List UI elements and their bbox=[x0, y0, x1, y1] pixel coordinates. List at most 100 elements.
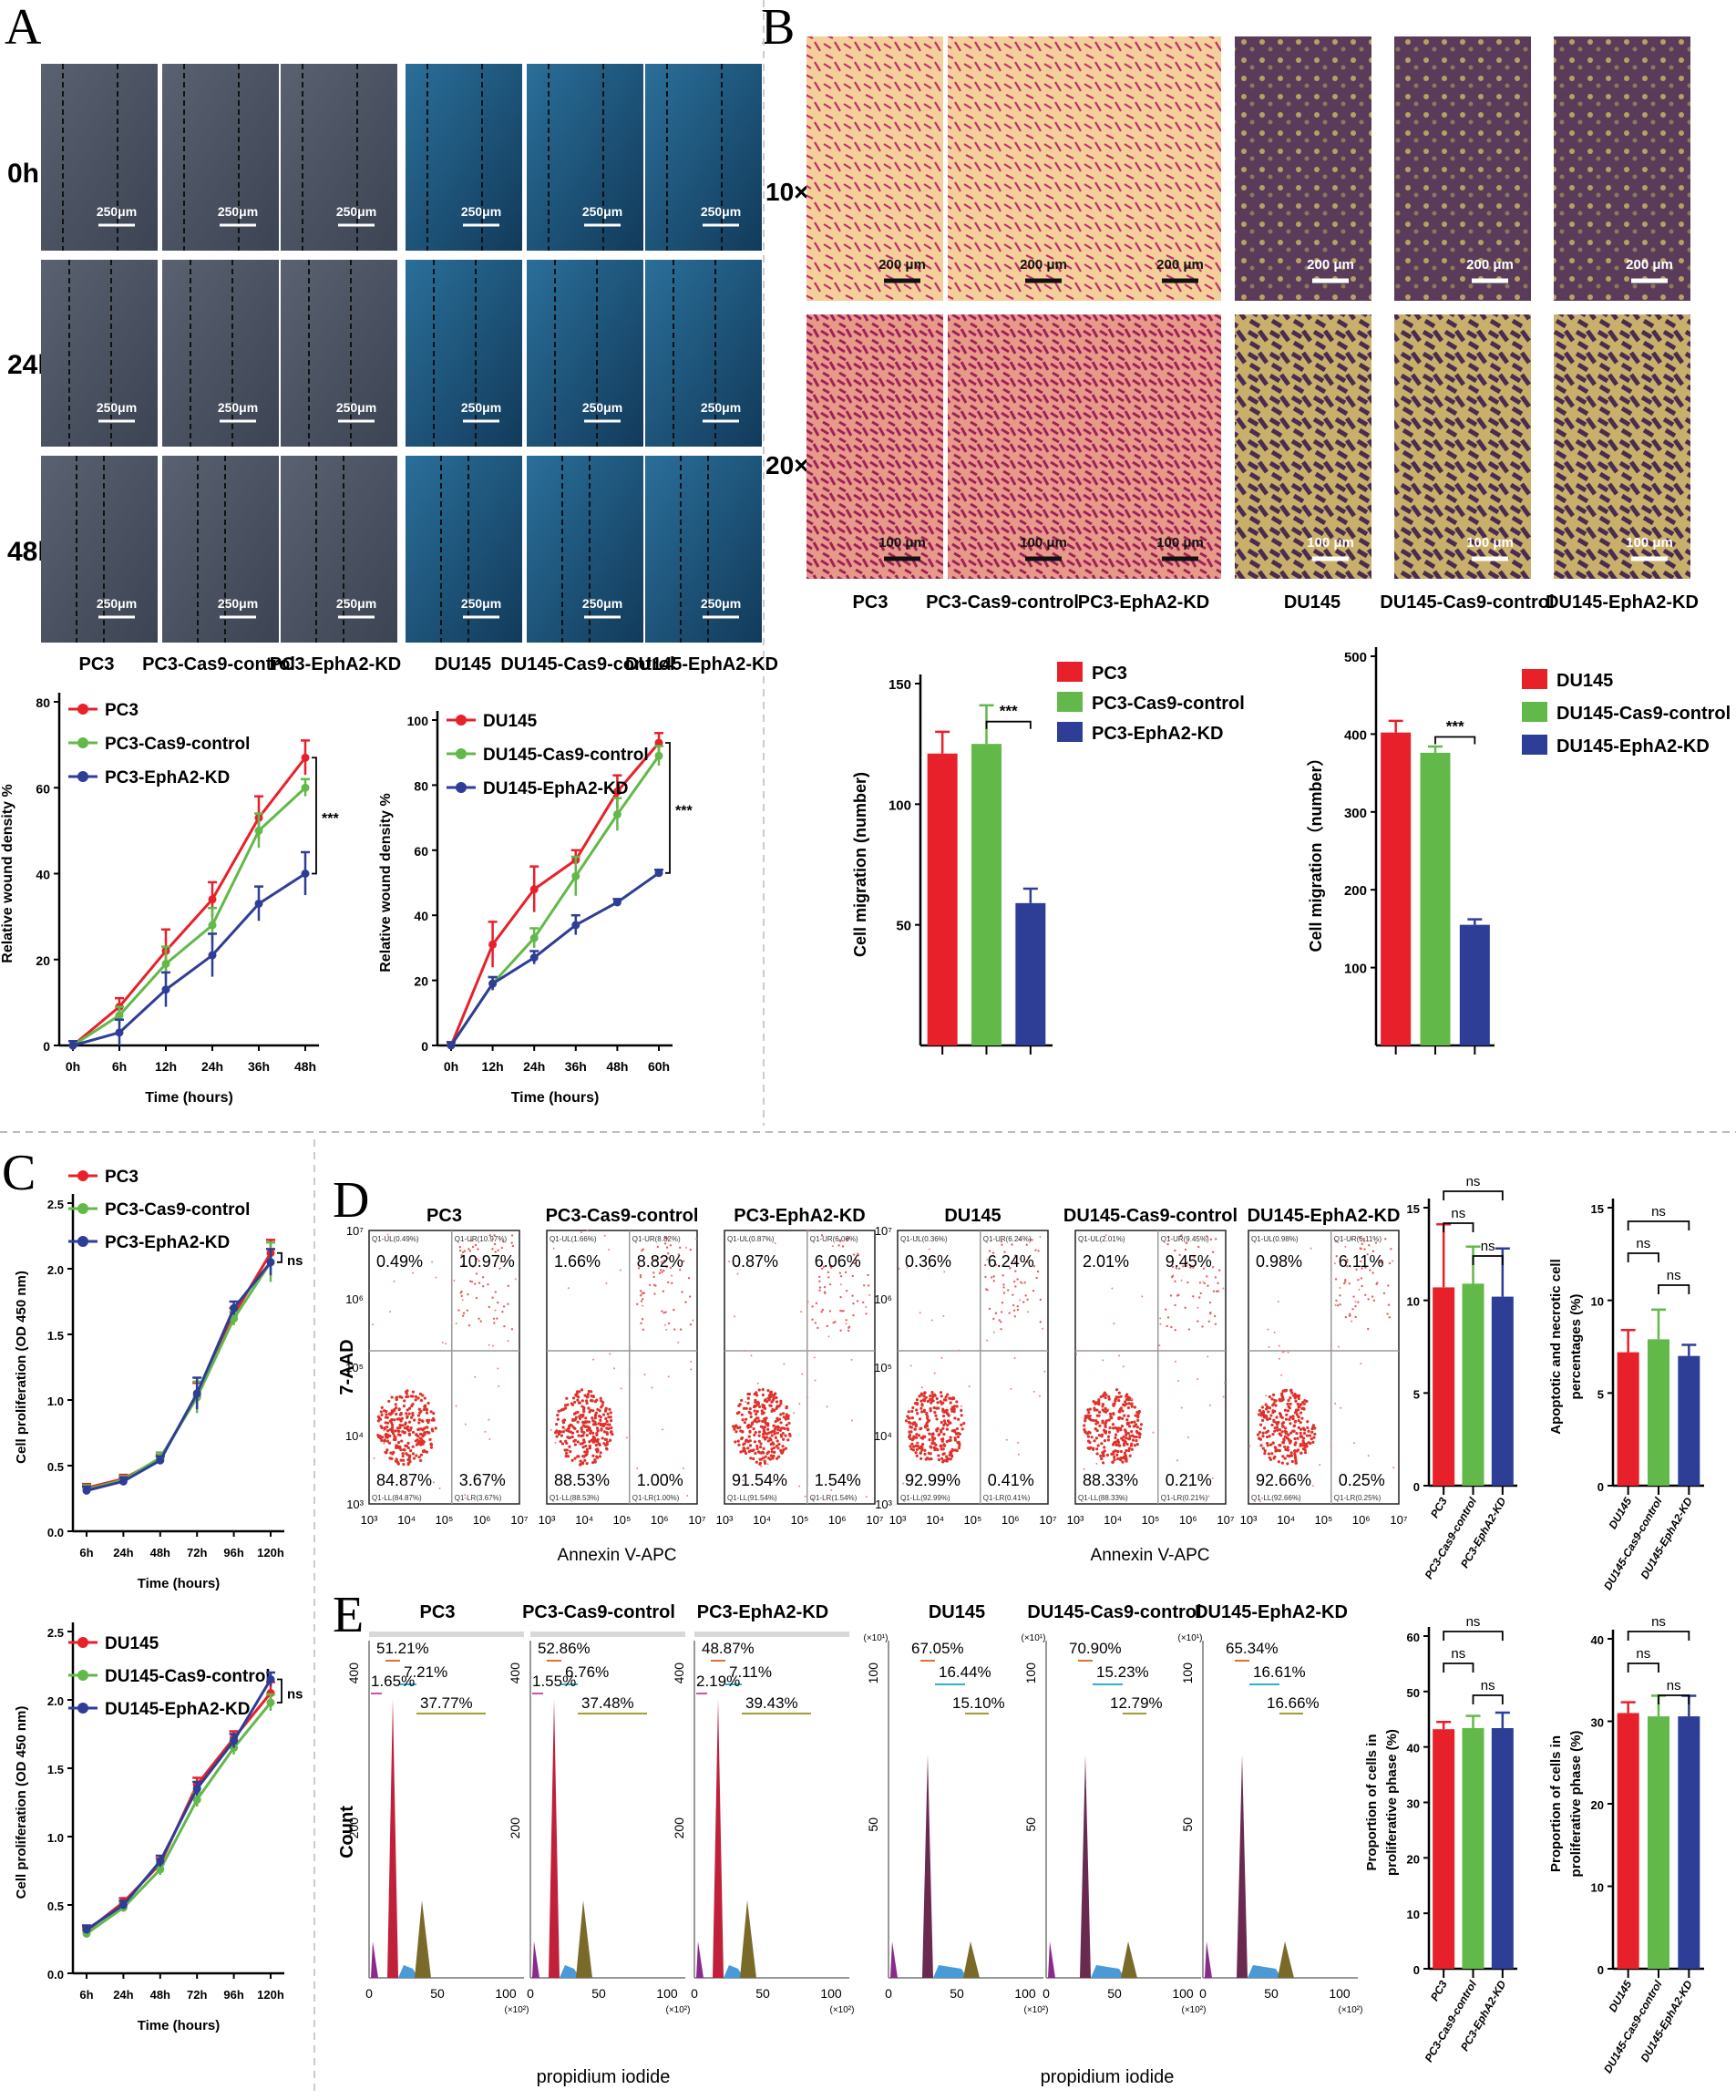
event-dot bbox=[613, 1367, 616, 1370]
event-dot bbox=[823, 1285, 827, 1289]
event-dot bbox=[588, 1444, 592, 1448]
event-dot bbox=[494, 1309, 497, 1312]
event-dot bbox=[692, 1319, 694, 1322]
event-dot bbox=[403, 1426, 406, 1430]
event-dot bbox=[755, 1444, 759, 1448]
event-dot bbox=[867, 1273, 869, 1277]
event-dot bbox=[567, 1427, 570, 1431]
scale-label: 100 μm bbox=[1466, 535, 1514, 551]
event-dot bbox=[642, 1328, 644, 1331]
event-dot bbox=[1337, 1345, 1340, 1348]
event-dot bbox=[1032, 1290, 1035, 1292]
x-tick-label: 0 bbox=[1043, 1986, 1050, 2001]
event-dot bbox=[1387, 1284, 1390, 1287]
event-dot bbox=[474, 1375, 477, 1378]
event-dot bbox=[898, 1267, 900, 1270]
event-dot bbox=[491, 1248, 494, 1251]
event-dot bbox=[749, 1449, 753, 1453]
event-dot bbox=[639, 1290, 642, 1292]
event-dot bbox=[1133, 1425, 1136, 1428]
event-dot bbox=[1186, 1436, 1189, 1438]
g2m-pct: 37.77% bbox=[420, 1694, 473, 1712]
event-dot bbox=[1202, 1267, 1206, 1270]
event-dot bbox=[813, 1356, 816, 1359]
event-dot bbox=[1121, 1409, 1125, 1413]
event-dot bbox=[399, 1412, 403, 1415]
x-tick-label: 10⁶ bbox=[1179, 1513, 1197, 1527]
event-dot bbox=[581, 1455, 585, 1458]
event-dot bbox=[1285, 1413, 1289, 1416]
event-dot bbox=[573, 1400, 577, 1405]
event-dot bbox=[942, 1410, 946, 1415]
event-dot bbox=[390, 1421, 394, 1425]
event-dot bbox=[1302, 1427, 1306, 1431]
y-tick-label: 40 bbox=[36, 868, 50, 882]
event-dot bbox=[1312, 1436, 1316, 1439]
event-dot bbox=[1267, 1410, 1270, 1414]
quadrant-pct-lr: 0.41% bbox=[988, 1471, 1034, 1489]
event-dot bbox=[757, 1430, 762, 1434]
event-dot bbox=[419, 1437, 424, 1441]
event-dot bbox=[793, 1412, 796, 1415]
event-dot bbox=[428, 1437, 432, 1441]
event-dot bbox=[1116, 1457, 1120, 1461]
event-dot bbox=[417, 1456, 421, 1459]
event-dot bbox=[988, 1250, 991, 1252]
transwell-image-tile bbox=[1394, 314, 1531, 579]
panel-label-e: E bbox=[333, 1587, 364, 1643]
g1-peak bbox=[713, 1699, 724, 1978]
event-dot bbox=[1087, 1411, 1091, 1415]
event-dot bbox=[605, 1447, 609, 1451]
legend-label: PC3-EphA2-KD bbox=[105, 768, 230, 788]
event-dot bbox=[1109, 1415, 1113, 1418]
quadrant-pct-ur: 6.06% bbox=[815, 1252, 861, 1271]
event-dot bbox=[1298, 1405, 1301, 1408]
event-dot bbox=[1130, 1397, 1133, 1400]
event-dot bbox=[774, 1419, 777, 1424]
event-dot bbox=[402, 1447, 406, 1452]
event-dot bbox=[384, 1421, 387, 1425]
scale-label: 250μm bbox=[97, 400, 137, 415]
event-dot bbox=[598, 1443, 601, 1446]
event-dot bbox=[830, 1488, 833, 1491]
event-dot bbox=[1125, 1442, 1129, 1446]
event-dot bbox=[949, 1457, 952, 1461]
event-dot bbox=[397, 1417, 401, 1421]
event-dot bbox=[925, 1413, 929, 1416]
event-dot bbox=[406, 1441, 410, 1445]
legend-marker bbox=[456, 748, 467, 759]
x-tick-label: 100 bbox=[1014, 1986, 1036, 2001]
event-dot bbox=[1118, 1354, 1121, 1357]
x-tick-label: 24h bbox=[201, 1059, 223, 1074]
event-dot bbox=[1105, 1453, 1109, 1457]
event-dot bbox=[378, 1434, 382, 1438]
data-point bbox=[529, 933, 539, 942]
event-dot bbox=[923, 1452, 927, 1457]
event-dot bbox=[434, 1426, 437, 1430]
significance-bracket bbox=[1434, 736, 1476, 745]
event-dot bbox=[907, 1410, 910, 1414]
event-dot bbox=[453, 1279, 456, 1282]
event-dot bbox=[939, 1391, 943, 1395]
event-dot bbox=[1362, 1240, 1366, 1242]
transwell-image-tile bbox=[1394, 36, 1531, 301]
event-dot bbox=[1011, 1243, 1013, 1246]
histogram-y-axis-title: Count bbox=[337, 1806, 357, 1858]
event-dot bbox=[1390, 1248, 1392, 1251]
event-dot bbox=[478, 1484, 481, 1487]
wound-image-tile bbox=[41, 64, 158, 251]
event-dot bbox=[1097, 1414, 1101, 1417]
event-dot bbox=[501, 1311, 504, 1313]
event-dot bbox=[1012, 1309, 1016, 1312]
event-dot bbox=[600, 1399, 603, 1403]
event-dot bbox=[746, 1440, 750, 1444]
g1-pct: 48.87% bbox=[702, 1640, 755, 1657]
significance-label: *** bbox=[1446, 718, 1464, 736]
event-dot bbox=[755, 1394, 759, 1397]
event-dot bbox=[1330, 1445, 1332, 1447]
event-dot bbox=[1258, 1430, 1262, 1434]
event-dot bbox=[641, 1318, 644, 1321]
event-dot bbox=[1208, 1301, 1212, 1304]
event-dot bbox=[1125, 1433, 1128, 1436]
event-dot bbox=[920, 1386, 923, 1389]
